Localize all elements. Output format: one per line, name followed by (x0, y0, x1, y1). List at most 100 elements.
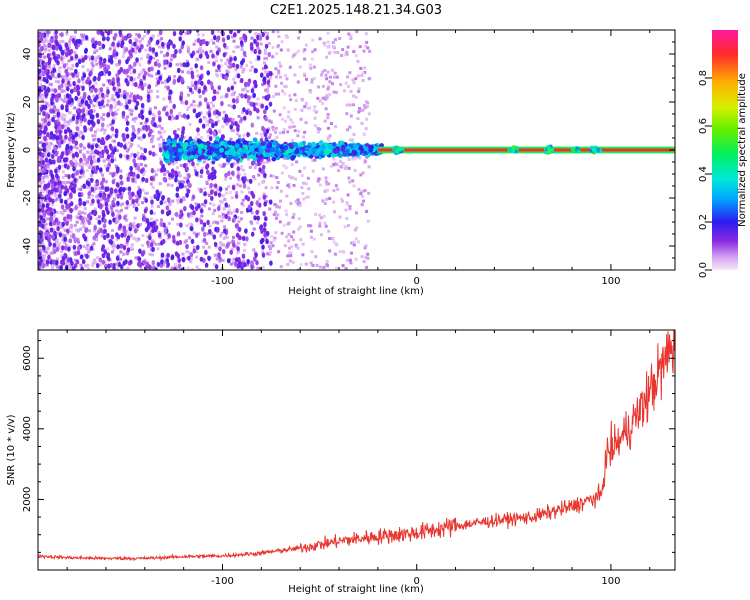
spectrogram-point (201, 202, 205, 206)
spectrogram-point (47, 118, 50, 122)
spectrogram-point (93, 134, 97, 138)
spectrogram-point (76, 187, 80, 191)
spectrogram-point (153, 170, 157, 173)
spectrogram-point (98, 106, 102, 110)
spectrogram-point (121, 202, 125, 206)
spectrogram-point (125, 149, 129, 153)
spectrogram-point (77, 43, 80, 47)
spectrogram-point (239, 37, 243, 41)
spectrogram-point (236, 73, 241, 79)
spectrogram-point (296, 246, 300, 250)
spectrogram-point (58, 46, 63, 52)
spectrogram-point (304, 102, 308, 105)
spectrogram-point (54, 30, 58, 35)
spectrogram-point (249, 42, 254, 48)
spectrogram-point (130, 46, 133, 50)
spectrogram-point (332, 163, 335, 167)
spectrogram-point (76, 56, 80, 60)
spectrogram-point (263, 232, 267, 238)
spectrogram-point (354, 96, 358, 99)
spectrogram-point (283, 156, 286, 160)
spectrogram-point (352, 241, 356, 244)
spectrogram-point (116, 214, 120, 218)
spectrogram-point (313, 48, 317, 52)
spectrogram-point (45, 259, 50, 265)
spectrogram-point (325, 197, 329, 201)
spectrogram-point (53, 88, 58, 94)
spectrogram-point (332, 157, 336, 161)
spectrogram-point (52, 63, 56, 67)
spectrogram-point (116, 42, 120, 48)
spectrogram-point (79, 157, 83, 163)
spectrogram-point (89, 163, 93, 167)
spectrogram-point (80, 98, 85, 104)
spectrogram-point (51, 268, 55, 270)
spectrogram-point (93, 130, 97, 134)
spectrogram-point (120, 232, 124, 238)
spectrogram-point (275, 135, 279, 139)
spectrogram-point (236, 132, 239, 136)
spectrogram-point (209, 101, 213, 105)
spectrogram-point (42, 147, 47, 153)
spectrogram-point (43, 134, 47, 138)
spectrogram-point (194, 39, 198, 43)
spectrogram-point (53, 181, 58, 187)
spectrogram-point (159, 231, 163, 235)
spectrogram-point (325, 94, 329, 97)
spectrogram-point (243, 86, 247, 90)
spectrogram-point (212, 110, 217, 116)
spectrogram-point (302, 181, 305, 185)
spectrogram-point (146, 240, 150, 246)
spectrogram-point (237, 114, 241, 118)
spectrogram-point (121, 110, 126, 116)
spectrogram-point (100, 122, 105, 128)
spectrogram-point (103, 249, 108, 255)
spectrogram-point (243, 243, 247, 246)
spectrogram-point (58, 241, 62, 245)
spectrogram-point (133, 153, 137, 159)
spectrogram-point (106, 36, 110, 42)
spectrogram-point (250, 95, 254, 99)
spectrogram-point (130, 142, 134, 146)
spectrogram-point (177, 257, 181, 263)
spectrogram-point (143, 82, 147, 86)
spectrogram-point (344, 81, 348, 85)
spectrogram-point (94, 81, 98, 85)
spectrogram-point (73, 251, 78, 257)
spectrogram-point (277, 69, 281, 73)
spectrogram-point (149, 221, 154, 227)
spectrogram-point (124, 259, 128, 265)
spectrogram-point (235, 245, 238, 249)
spectrogram-point (347, 176, 351, 180)
spectrogram-point (349, 34, 353, 38)
spectrogram-point (209, 129, 213, 135)
spectrogram-point (269, 71, 273, 77)
spectrogram-point (253, 215, 257, 221)
spectrogram-point (285, 213, 288, 217)
spectrogram-point (289, 118, 292, 121)
spectrogram-point (224, 75, 228, 81)
spectrogram-point (333, 162, 337, 166)
spectrogram-point (270, 234, 274, 238)
spectrogram-point (78, 135, 82, 139)
spectrogram-point (40, 99, 44, 103)
spectrogram-point (241, 198, 245, 202)
spectrogram-point (224, 202, 228, 208)
spectrogram-point (119, 203, 123, 207)
spectrogram-point (294, 177, 298, 181)
spectrogram-point (161, 45, 165, 49)
spectrogram-point (301, 98, 304, 102)
spectrogram-point (39, 147, 43, 151)
spectrogram-point (93, 225, 97, 231)
spectrogram-point (101, 173, 105, 177)
spectrogram-point (342, 250, 346, 254)
spectrogram-point (139, 95, 143, 101)
spectrogram-point (106, 154, 111, 160)
spectrogram-point (209, 49, 213, 53)
spectrogram-point (111, 211, 115, 217)
spectrogram-point (348, 258, 352, 262)
spectrogram-point (142, 68, 146, 72)
spectrogram-point (261, 164, 266, 170)
spectrogram-point (318, 37, 322, 41)
spectrogram-point (63, 129, 68, 135)
